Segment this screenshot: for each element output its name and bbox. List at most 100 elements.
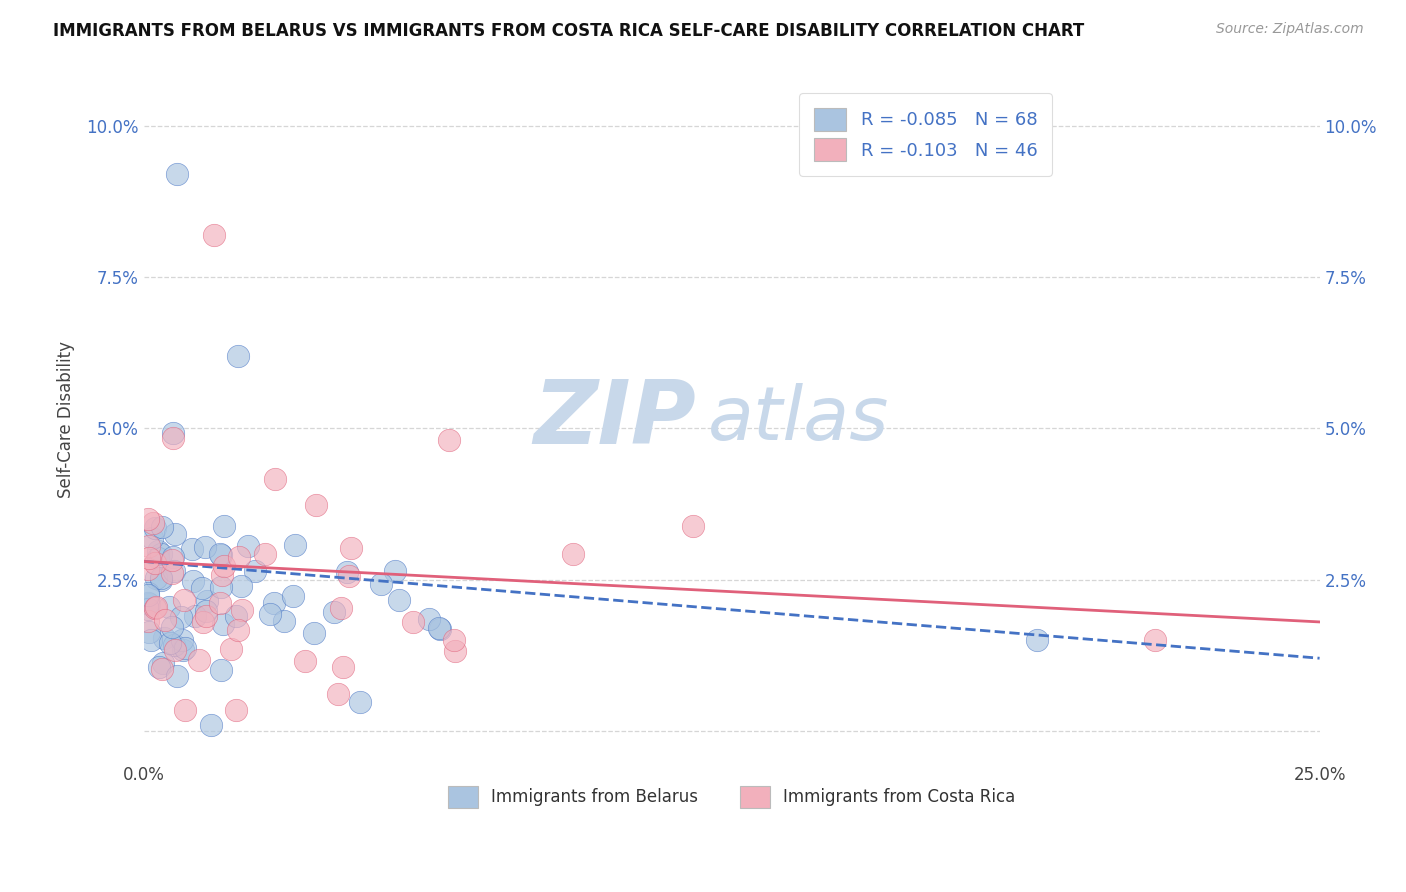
Point xyxy=(305,498,328,512)
Point xyxy=(259,607,281,622)
Point xyxy=(165,643,187,657)
Point xyxy=(211,616,233,631)
Point xyxy=(146,544,169,558)
Y-axis label: Self-Care Disability: Self-Care Disability xyxy=(58,341,75,498)
Point xyxy=(226,623,249,637)
Point xyxy=(194,604,217,618)
Point xyxy=(143,601,166,615)
Point xyxy=(194,540,217,554)
Point xyxy=(166,669,188,683)
Point xyxy=(172,633,194,648)
Point xyxy=(243,565,266,579)
Point xyxy=(443,644,465,658)
Point xyxy=(174,703,197,717)
Point xyxy=(254,547,277,561)
Point xyxy=(370,577,392,591)
Point xyxy=(208,547,231,561)
Point xyxy=(212,559,235,574)
Point xyxy=(150,520,173,534)
Point xyxy=(190,581,212,595)
Point xyxy=(209,548,232,562)
Point xyxy=(163,638,186,652)
Point xyxy=(387,593,409,607)
Point xyxy=(173,593,195,607)
Point xyxy=(326,687,349,701)
Point xyxy=(402,615,425,629)
Point xyxy=(225,609,247,624)
Point xyxy=(138,586,160,600)
Legend: Immigrants from Belarus, Immigrants from Costa Rica: Immigrants from Belarus, Immigrants from… xyxy=(441,780,1022,814)
Point xyxy=(337,569,360,583)
Point xyxy=(138,625,160,640)
Point xyxy=(160,620,183,634)
Point xyxy=(302,625,325,640)
Point xyxy=(188,653,211,667)
Point xyxy=(336,565,359,579)
Point xyxy=(184,608,207,623)
Point xyxy=(138,615,160,629)
Point xyxy=(165,527,187,541)
Point xyxy=(172,643,194,657)
Point xyxy=(228,550,250,565)
Point xyxy=(281,590,304,604)
Point xyxy=(142,516,165,531)
Point xyxy=(181,574,204,588)
Point xyxy=(339,541,361,555)
Point xyxy=(141,531,163,545)
Point xyxy=(149,571,172,585)
Point xyxy=(166,167,188,181)
Point xyxy=(174,640,197,655)
Point xyxy=(202,227,225,242)
Point xyxy=(152,656,174,670)
Point xyxy=(212,518,235,533)
Point xyxy=(429,622,451,636)
Point xyxy=(143,521,166,535)
Point xyxy=(231,579,253,593)
Point xyxy=(145,599,167,614)
Point xyxy=(211,664,233,678)
Point xyxy=(155,613,177,627)
Point xyxy=(384,564,406,578)
Point xyxy=(138,539,160,553)
Point xyxy=(294,654,316,668)
Point xyxy=(1026,633,1049,648)
Point xyxy=(138,512,160,526)
Point xyxy=(150,662,173,676)
Point xyxy=(157,600,180,615)
Point xyxy=(284,538,307,552)
Point xyxy=(236,539,259,553)
Text: atlas: atlas xyxy=(709,384,890,455)
Text: Source: ZipAtlas.com: Source: ZipAtlas.com xyxy=(1216,22,1364,37)
Point xyxy=(332,660,354,674)
Point xyxy=(439,434,461,448)
Point xyxy=(138,551,160,566)
Point xyxy=(219,642,242,657)
Point xyxy=(145,556,167,570)
Point xyxy=(323,605,346,619)
Point xyxy=(231,603,253,617)
Point xyxy=(211,568,233,582)
Point xyxy=(429,621,451,635)
Point xyxy=(224,703,246,717)
Point xyxy=(160,566,183,581)
Point xyxy=(195,608,218,623)
Point xyxy=(418,611,440,625)
Point xyxy=(138,602,160,616)
Point xyxy=(163,564,186,578)
Point xyxy=(141,632,163,647)
Point xyxy=(138,588,160,602)
Point xyxy=(561,547,583,561)
Point xyxy=(209,580,232,594)
Point xyxy=(146,551,169,566)
Point xyxy=(349,695,371,709)
Point xyxy=(191,615,214,630)
Point xyxy=(162,425,184,440)
Point xyxy=(149,547,172,561)
Point xyxy=(226,349,249,363)
Point xyxy=(145,571,167,585)
Point xyxy=(682,519,704,533)
Point xyxy=(138,595,160,609)
Point xyxy=(180,542,202,557)
Point xyxy=(138,562,160,576)
Point xyxy=(1143,633,1166,648)
